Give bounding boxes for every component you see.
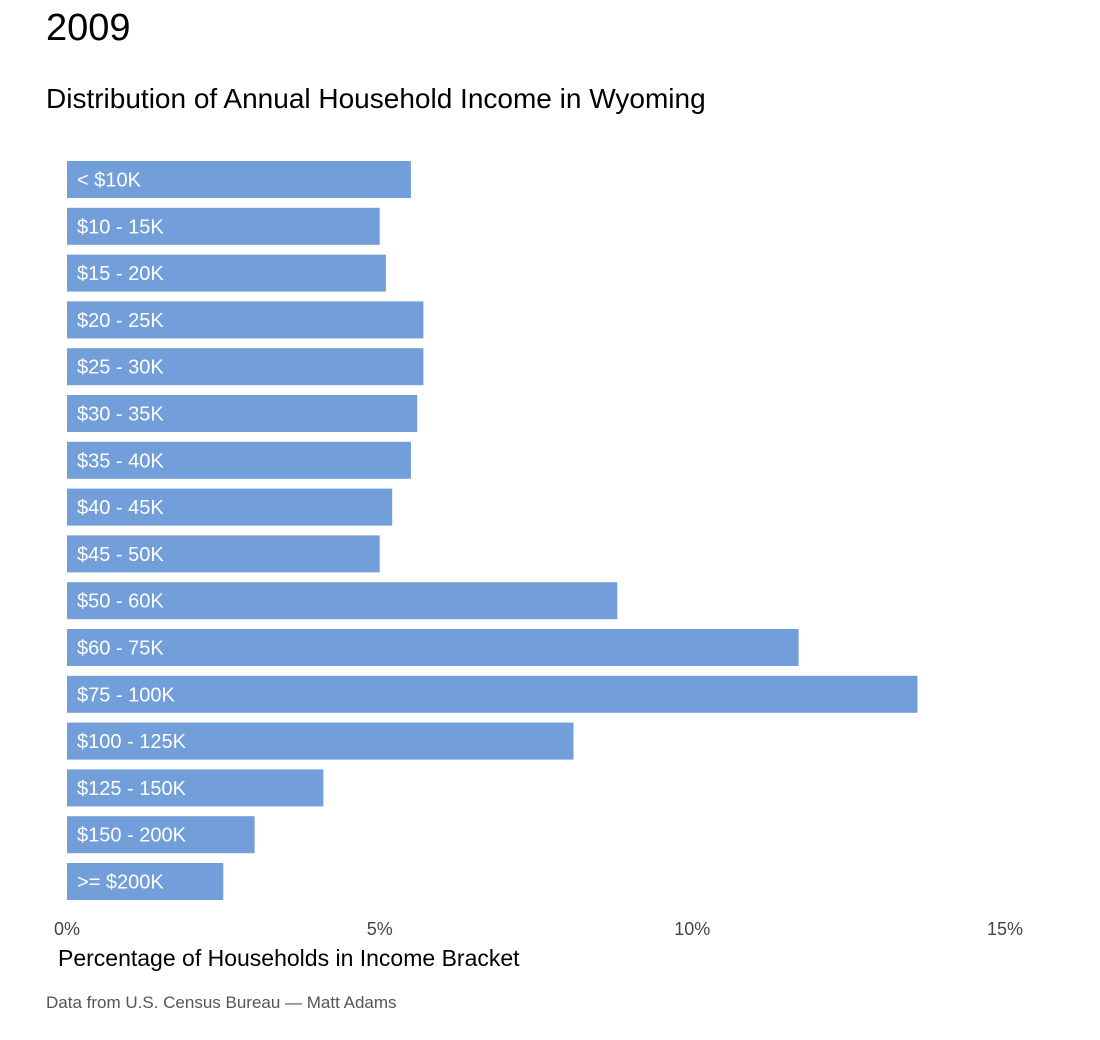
bar-label: $60 - 75K: [77, 638, 164, 660]
bar-label: $40 - 45K: [77, 497, 164, 519]
bar: [67, 722, 574, 760]
bar: [67, 816, 255, 854]
bar: [67, 629, 799, 666]
bar-label: $75 - 100K: [77, 684, 176, 706]
bar: [67, 161, 411, 198]
source-caption: Data from U.S. Census Bureau — Matt Adam…: [46, 993, 397, 1012]
bar: [67, 488, 393, 526]
bar-label: $10 - 15K: [77, 216, 164, 238]
bar-label: $15 - 20K: [77, 263, 164, 285]
bar: [67, 769, 324, 807]
chart-title: Distribution of Annual Household Income …: [46, 83, 706, 114]
bar: [67, 441, 411, 479]
bar: [67, 675, 918, 713]
bar-label: $150 - 200K: [77, 825, 187, 847]
bar: [67, 348, 424, 386]
x-tick-label: 5%: [367, 919, 393, 939]
bar: [67, 207, 380, 245]
bar-label: $30 - 35K: [77, 404, 164, 426]
chart-year: 2009: [46, 7, 131, 49]
bar-label: >= $200K: [77, 872, 164, 894]
bar-label: $50 - 60K: [77, 591, 164, 613]
x-tick-label: 10%: [674, 919, 710, 939]
x-axis-ticks: 0% 5% 10% 15%: [54, 919, 1023, 939]
bar-label: $35 - 40K: [77, 450, 164, 472]
x-tick-label: 0%: [54, 919, 80, 939]
bar: [67, 582, 618, 620]
x-axis-title: Percentage of Households in Income Brack…: [58, 945, 520, 971]
bar-label: $25 - 30K: [77, 357, 164, 379]
bar-label: $100 - 125K: [77, 731, 187, 753]
x-tick-label: 15%: [987, 919, 1023, 939]
bar: [67, 301, 424, 339]
bar: [67, 254, 386, 292]
bar: [67, 863, 224, 900]
bars-group: < $10K $10 - 15K $15 - 20K $20 - 25K $25 - 3…: [67, 161, 918, 900]
bar-label: $20 - 25K: [77, 310, 164, 332]
bar-label: $125 - 150K: [77, 778, 187, 800]
bar-label: $45 - 50K: [77, 544, 164, 566]
bar: [67, 395, 418, 432]
bar-label: < $10K: [77, 170, 142, 192]
bar: [67, 535, 380, 573]
